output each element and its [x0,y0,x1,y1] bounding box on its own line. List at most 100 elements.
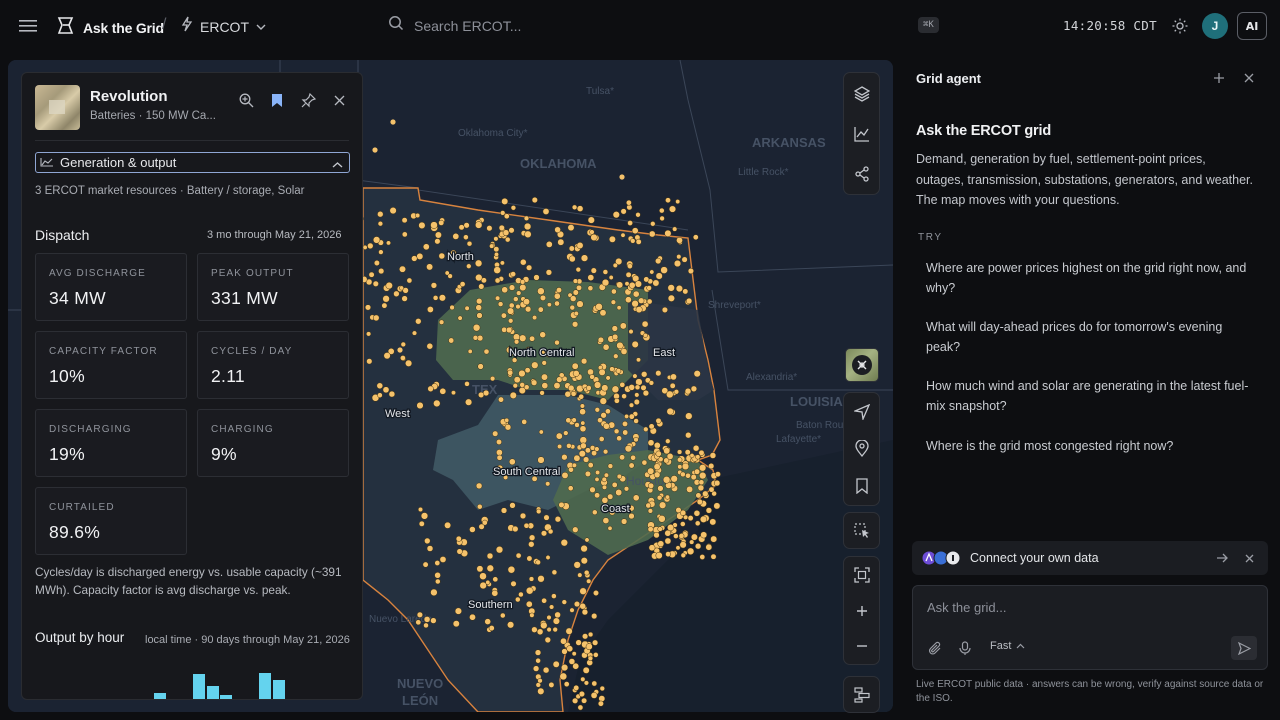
generator-dot [608,235,616,243]
sun-icon[interactable] [1170,16,1190,36]
generator-dot [401,295,408,302]
zoom-in-icon[interactable] [843,593,880,629]
generator-dot [541,360,547,366]
generator-dot [612,211,620,219]
generator-dot [496,449,503,456]
generator-dot [553,292,561,300]
generator-dot [659,215,665,222]
microphone-icon[interactable] [957,640,973,656]
generator-dot [504,423,512,431]
ai-panel-toggle[interactable]: AI [1237,12,1267,40]
bookmark-filled-icon[interactable] [267,90,287,110]
generator-dot [424,537,431,545]
generator-dot [638,297,645,304]
model-mode-select[interactable]: Fast [990,640,1025,652]
locate-icon[interactable] [843,393,880,430]
stat-card-avg-discharge: AVG DISCHARGE 34 MW [35,253,187,321]
dismiss-icon[interactable] [1242,551,1256,565]
suggested-prompt[interactable]: Where are power prices highest on the gr… [926,261,1247,295]
suggested-prompt[interactable]: What will day-ahead prices do for tomorr… [926,320,1223,354]
generator-dot [557,443,563,450]
generator-dot [631,300,639,308]
generator-dot [448,337,455,344]
close-agent-icon[interactable] [1241,70,1257,86]
layers-icon[interactable] [843,75,880,113]
send-icon [1237,641,1251,655]
generator-dot [499,260,505,266]
send-button[interactable] [1231,636,1257,660]
grid-selector[interactable]: ERCOT [180,16,267,37]
generator-dot [613,428,620,435]
bookmark-icon[interactable] [843,468,880,505]
generator-dot [661,387,669,395]
generator-dot [605,375,611,381]
generator-dot [450,249,457,257]
zoom-out-icon[interactable] [843,628,880,664]
generator-dot [558,501,565,508]
chart-icon[interactable] [843,113,880,155]
zone-label-south-central: South Central [493,466,560,478]
generator-dot [533,274,540,281]
suggested-prompt[interactable]: Where is the grid most congested right n… [926,439,1174,453]
generator-dot [495,546,504,554]
generator-dot [679,541,687,549]
new-chat-icon[interactable] [1211,70,1227,86]
output-by-hour-meta: local time · 90 days through May 21, 202… [145,634,350,646]
generator-dot [507,565,516,574]
section-select[interactable]: Generation & output [35,152,350,173]
generator-dot [438,294,446,302]
generator-dots[interactable] [334,119,721,711]
share-icon[interactable] [843,154,880,194]
generator-dot [524,230,532,238]
generator-dot [512,525,519,533]
map-label-tulsa: Tulsa* [586,86,614,97]
select-icon[interactable] [843,513,880,548]
generator-dot [650,221,656,227]
generator-dot [500,312,507,319]
paperclip-icon[interactable] [927,640,943,656]
generator-dot [426,342,434,350]
generator-dot [476,565,484,573]
pin-panel-icon[interactable] [298,90,318,110]
generator-dot [434,231,442,239]
generator-dot [430,617,437,624]
fit-icon[interactable] [843,557,880,593]
chat-input[interactable] [927,600,1247,615]
connect-data-banner[interactable]: Connect your own data [912,541,1268,575]
search-input[interactable] [414,17,654,34]
close-icon[interactable] [329,90,349,110]
generator-dot [561,648,568,655]
pin-icon[interactable] [843,430,880,467]
generator-dot [573,454,581,462]
generator-dot [572,526,579,533]
suggested-prompt[interactable]: How much wind and solar are generating i… [926,379,1249,413]
brand[interactable]: Ask the Grid [56,16,164,40]
basemap-thumb[interactable] [845,348,879,382]
generator-dot [611,385,620,394]
search-bar[interactable] [388,15,688,36]
zoom-to-icon[interactable] [236,90,256,110]
generator-dot [521,419,528,425]
generator-dot [493,266,501,274]
generator-dot [389,207,397,215]
hamburger-menu-icon[interactable] [16,14,40,38]
legend-icon[interactable] [843,677,880,712]
avatar[interactable]: J [1202,13,1228,39]
generator-dot [615,368,622,374]
generator-dot [667,284,675,292]
generator-dot [594,446,600,452]
generator-dot [599,309,607,317]
generator-dot [457,315,463,321]
generator-dot [633,418,639,424]
generator-dot [378,249,384,255]
arrow-right-icon[interactable] [1215,551,1229,565]
generator-dot [559,672,568,681]
generator-dot [696,498,703,505]
generator-dot [466,263,472,269]
generator-dot [494,251,499,257]
generator-dot [479,572,487,580]
generator-dot [520,258,527,266]
generator-dot [528,534,536,541]
generator-dot [486,564,494,572]
generator-dot [513,296,519,302]
